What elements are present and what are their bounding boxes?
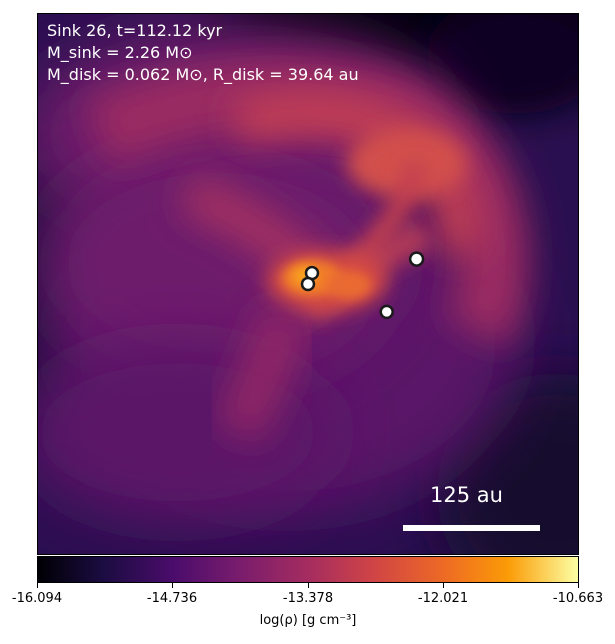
colorbar-tick-label: -16.094 <box>11 591 63 606</box>
colorbar-tick-label: -14.736 <box>146 591 198 606</box>
colorbar-tick <box>308 583 309 588</box>
colorbar-tick <box>578 583 579 588</box>
scale-bar <box>403 525 540 531</box>
colorbar-tick-label: -10.663 <box>552 591 604 606</box>
colorbar-label: log(ρ) [g cm⁻³] <box>259 613 357 628</box>
colorbar <box>37 556 579 583</box>
density-map <box>37 13 579 555</box>
density-image <box>38 14 578 554</box>
colorbar-tick <box>172 583 173 588</box>
colorbar-tick-label: -12.021 <box>417 591 469 606</box>
sink-marker-b <box>300 276 316 292</box>
sink-marker-d <box>379 304 394 320</box>
colorbar-tick <box>37 583 38 588</box>
disk-properties: M_disk = 0.062 M⊙, R_disk = 39.64 au <box>47 65 359 84</box>
colorbar-tick <box>443 583 444 588</box>
scale-bar-label: 125 au <box>430 483 503 507</box>
sink-mass: M_sink = 2.26 M⊙ <box>47 43 193 62</box>
colorbar-tick-label: -13.378 <box>282 591 334 606</box>
sink-marker-c <box>408 251 425 267</box>
sink-title: Sink 26, t=112.12 kyr <box>47 21 223 40</box>
